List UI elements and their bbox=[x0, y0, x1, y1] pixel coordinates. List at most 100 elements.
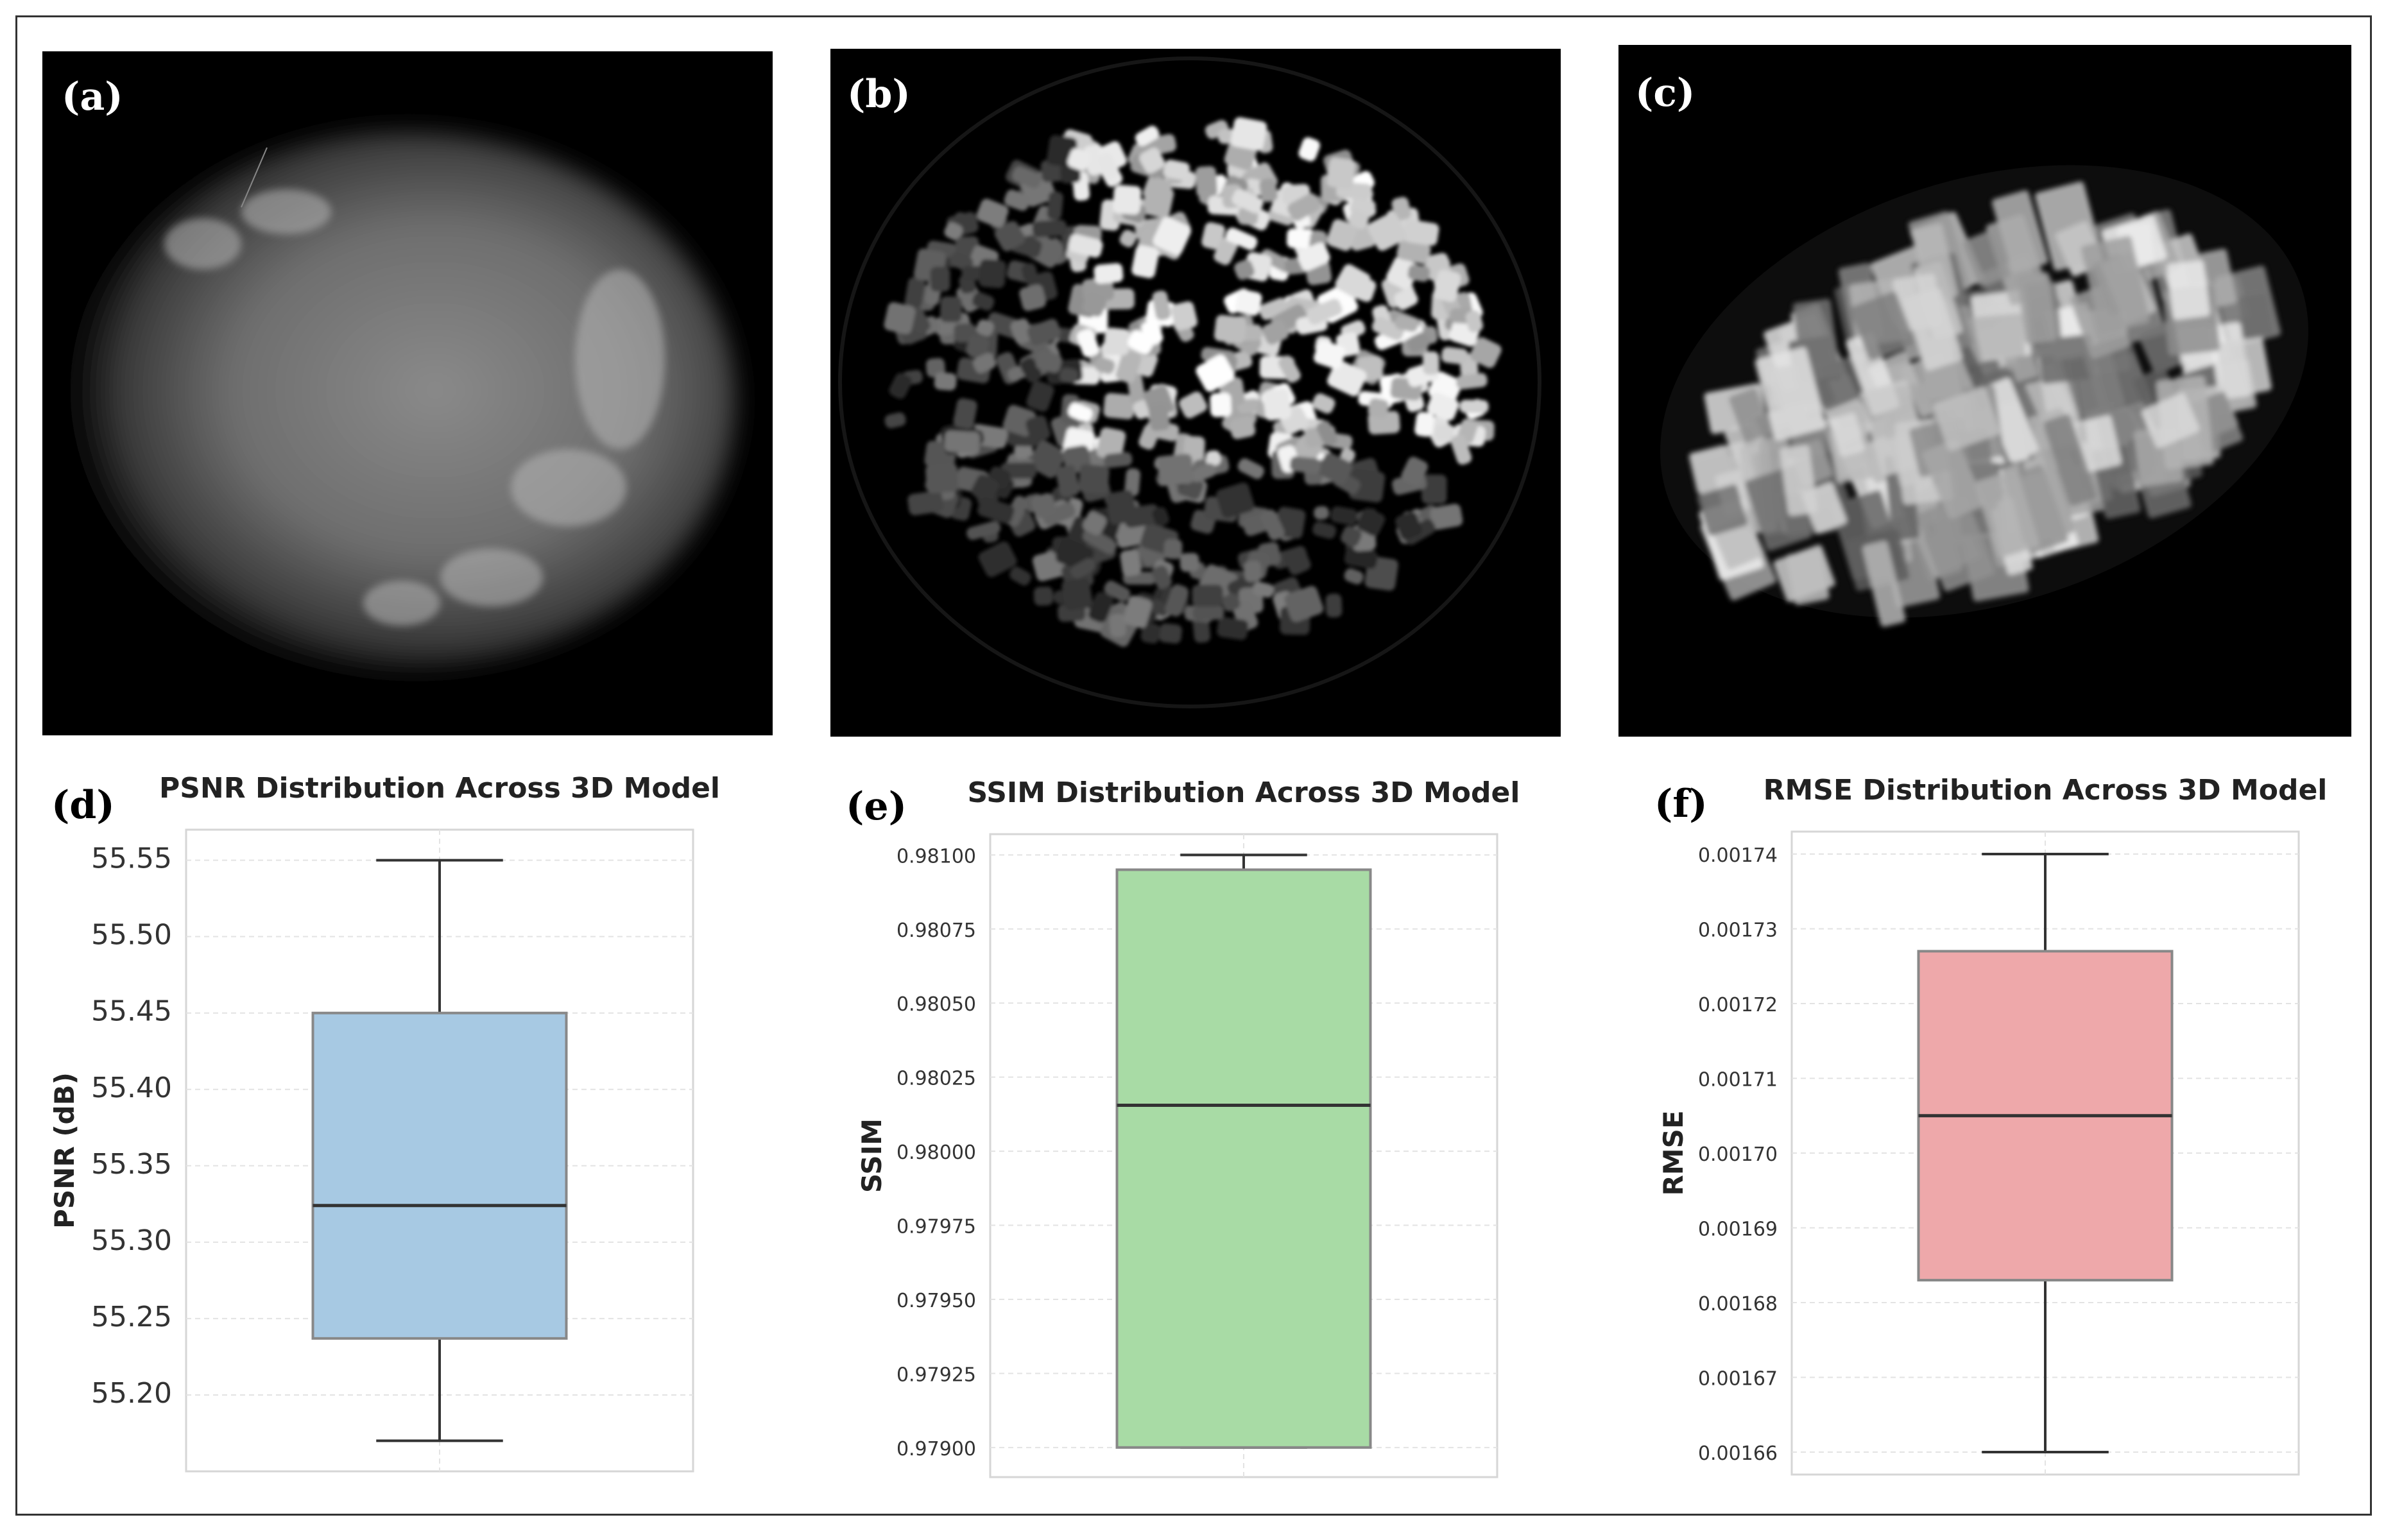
cell-texture bbox=[884, 302, 916, 334]
plot-title: PSNR Distribution Across 3D Model bbox=[159, 772, 720, 805]
cell-texture bbox=[1140, 622, 1161, 644]
cell-texture bbox=[1148, 402, 1170, 431]
cell-texture bbox=[1465, 310, 1483, 333]
cell-texture bbox=[1401, 456, 1429, 486]
image-panel-b: (b) bbox=[830, 49, 1561, 737]
cell-texture bbox=[1221, 593, 1240, 612]
y-tick-label: 0.00166 bbox=[1698, 1442, 1778, 1465]
image-panel-a: (a) bbox=[42, 51, 773, 735]
block-texture bbox=[1755, 347, 1826, 441]
cell-texture bbox=[1124, 468, 1140, 497]
cell-texture bbox=[1152, 507, 1169, 527]
cell-texture bbox=[1421, 474, 1447, 504]
cell-texture bbox=[1028, 440, 1067, 478]
cell-texture bbox=[1139, 148, 1165, 174]
cell-texture bbox=[1344, 547, 1378, 569]
cell-texture bbox=[1456, 373, 1488, 389]
cell-texture bbox=[973, 352, 997, 373]
cell-texture bbox=[1083, 527, 1117, 554]
cell-texture bbox=[1096, 427, 1126, 460]
cell-texture bbox=[1244, 560, 1262, 583]
cell-texture bbox=[1371, 317, 1405, 341]
cell-texture bbox=[1192, 615, 1211, 643]
cell-texture bbox=[1407, 264, 1430, 282]
y-axis-label: PSNR (dB) bbox=[49, 1072, 80, 1229]
block-texture bbox=[1697, 484, 1748, 536]
blocky-volume-image bbox=[1660, 165, 2308, 627]
cell-texture bbox=[1434, 424, 1455, 442]
cell-texture bbox=[1313, 340, 1346, 370]
y-tick-label: 0.98000 bbox=[897, 1142, 976, 1164]
cell-texture bbox=[1414, 411, 1435, 437]
cell-texture bbox=[1357, 508, 1386, 536]
plot-label-f: (f) bbox=[1654, 782, 1708, 826]
cell-texture bbox=[1141, 320, 1163, 346]
y-axis-label: SSIM bbox=[856, 1118, 888, 1193]
cell-texture bbox=[1056, 465, 1080, 497]
cell-texture bbox=[1395, 511, 1422, 540]
cell-texture bbox=[976, 198, 1009, 228]
cell-texture bbox=[1344, 568, 1364, 585]
cell-texture bbox=[1195, 166, 1217, 198]
cell-texture bbox=[1263, 388, 1292, 421]
cell-texture bbox=[1010, 318, 1033, 345]
cell-texture bbox=[1119, 230, 1137, 248]
iqr-box bbox=[1115, 868, 1372, 1449]
plot-title: SSIM Distribution Across 3D Model bbox=[968, 776, 1520, 809]
cell-texture bbox=[976, 319, 994, 336]
cell-texture bbox=[1325, 594, 1343, 618]
cell-texture bbox=[904, 277, 925, 309]
cell-texture bbox=[944, 430, 980, 454]
cell-texture bbox=[1230, 416, 1256, 440]
cell-texture bbox=[1180, 552, 1199, 572]
cell-texture bbox=[1330, 506, 1358, 526]
cell-texture bbox=[1163, 538, 1183, 560]
cell-texture bbox=[1012, 166, 1042, 189]
cell-texture bbox=[1335, 264, 1371, 299]
cell-texture bbox=[1253, 581, 1275, 598]
cell-texture bbox=[1131, 245, 1159, 278]
cell-texture bbox=[1441, 346, 1468, 364]
iqr-box bbox=[311, 1011, 568, 1340]
cell-texture bbox=[1423, 351, 1439, 375]
block-texture bbox=[1862, 540, 1906, 627]
cell-texture bbox=[1403, 219, 1439, 246]
cell-texture bbox=[1031, 493, 1057, 518]
cell-texture bbox=[1470, 337, 1502, 368]
block-texture bbox=[1830, 413, 1865, 457]
cell-texture bbox=[1171, 301, 1197, 330]
granular-volume-image bbox=[838, 56, 1541, 708]
cell-texture bbox=[1312, 521, 1337, 539]
cell-texture bbox=[1459, 399, 1489, 414]
cell-texture bbox=[1260, 509, 1285, 540]
y-tick-label: 0.00173 bbox=[1698, 919, 1778, 941]
cell-texture bbox=[1151, 565, 1172, 590]
cell-texture bbox=[1196, 354, 1235, 392]
block-texture bbox=[1850, 291, 1915, 361]
cell-texture bbox=[1284, 586, 1324, 622]
y-tick-label: 0.97975 bbox=[897, 1216, 976, 1238]
block-texture bbox=[2083, 344, 2125, 413]
cell-texture bbox=[889, 373, 912, 399]
cell-texture bbox=[1067, 148, 1090, 171]
cell-texture bbox=[1153, 217, 1192, 255]
y-tick-label: 0.98075 bbox=[897, 920, 976, 942]
cell-texture bbox=[1297, 242, 1330, 271]
cell-texture bbox=[953, 398, 977, 429]
cell-texture bbox=[1214, 314, 1247, 344]
cell-texture bbox=[1096, 152, 1120, 180]
block-texture bbox=[2141, 393, 2200, 449]
y-tick-label: 0.00168 bbox=[1698, 1293, 1778, 1315]
cell-texture bbox=[1027, 318, 1061, 346]
y-tick-label: 0.00171 bbox=[1698, 1068, 1778, 1091]
block-texture bbox=[1922, 438, 1984, 519]
y-tick-label: 55.25 bbox=[91, 1301, 172, 1333]
cell-texture bbox=[966, 334, 990, 359]
cell-texture bbox=[1391, 196, 1411, 221]
panel-label-b: (b) bbox=[847, 72, 911, 117]
cell-texture bbox=[1307, 298, 1343, 325]
y-tick-label: 55.50 bbox=[91, 919, 172, 952]
cell-texture bbox=[1407, 332, 1430, 353]
cell-texture bbox=[1152, 290, 1171, 321]
